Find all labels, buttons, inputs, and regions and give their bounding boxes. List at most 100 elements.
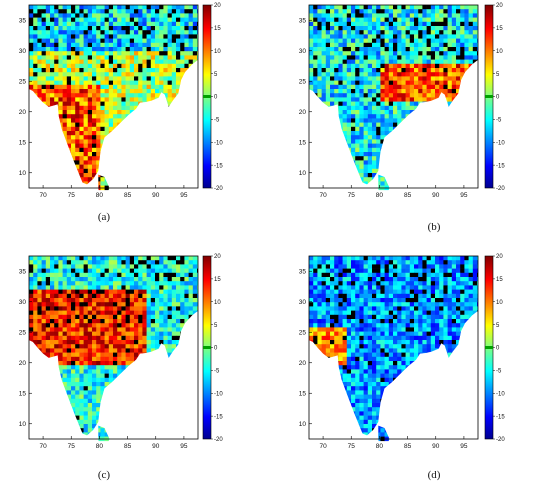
y-tick-label: 15 [19, 140, 27, 147]
y-tick-label: 15 [19, 391, 27, 398]
x-tick-label: 70 [39, 192, 47, 199]
y-tick-label: 10 [19, 421, 27, 428]
y-tick-label: 20 [299, 109, 307, 116]
x-tick-label: 95 [460, 192, 468, 199]
colorbar-tick-label: -10 [214, 140, 223, 146]
colorbar-tick-label: -10 [496, 140, 505, 146]
x-tick-label: 85 [404, 443, 412, 450]
x-tick-label: 80 [376, 192, 384, 199]
y-tick-label: 10 [299, 421, 307, 428]
x-tick-label: 80 [96, 192, 104, 199]
colorbar-tick-label: -15 [496, 163, 505, 169]
y-tick-label: 15 [299, 391, 307, 398]
x-tick-label: 70 [319, 192, 327, 199]
x-tick-label: 95 [460, 443, 468, 450]
colorbar-tick-label: 15 [496, 277, 503, 283]
y-tick-label: 20 [19, 109, 27, 116]
colorbar-tick-label: -15 [214, 414, 223, 420]
y-tick-label: 35 [299, 18, 307, 25]
colorbar-tick-label: 0 [214, 346, 218, 352]
map-panel-d: 70 75 80 85 90 95 35 30 25 20 15 10 20 15 10 5 0 -5 -10 -15… [299, 254, 506, 481]
colorbar-tick-label: 15 [214, 277, 221, 283]
colorbar-tick-label: 5 [496, 72, 500, 78]
colorbar-tick-label: 0 [496, 95, 500, 101]
colorbar-tick-label: 5 [496, 323, 500, 329]
y-tick-label: 20 [19, 360, 27, 367]
x-tick-label: 80 [96, 443, 104, 450]
y-tick-label: 30 [19, 299, 27, 306]
y-tick-label: 35 [19, 269, 27, 276]
x-tick-label: 70 [39, 443, 47, 450]
raster-field [309, 256, 482, 441]
y-tick-label: 20 [299, 360, 307, 367]
colorbar-tick-label: -10 [496, 391, 505, 397]
y-tick-label: 35 [299, 269, 307, 276]
map-panel-a: 70 75 80 85 90 95 35 30 25 20 15 10 20 15 10 5 0 -5 -10 -15… [19, 3, 224, 223]
colorbar-tick-label: -10 [214, 391, 223, 397]
x-tick-label: 75 [348, 192, 356, 199]
y-tick-label: 10 [299, 170, 307, 177]
colorbar-tick-label: 10 [496, 300, 503, 306]
colorbar-tick-label: 0 [496, 346, 500, 352]
colorbar-tick-label: 15 [214, 26, 221, 32]
x-tick-label: 85 [124, 443, 132, 450]
y-tick-label: 15 [299, 140, 307, 147]
panel-caption: (d) [428, 469, 441, 481]
colorbar-tick-label: 0 [214, 95, 218, 101]
panel-caption: (b) [428, 221, 441, 233]
raster-field [309, 5, 482, 190]
x-tick-label: 75 [68, 192, 76, 199]
y-tick-label: 30 [19, 48, 27, 55]
y-tick-label: 25 [299, 79, 307, 86]
x-tick-label: 90 [432, 443, 440, 450]
x-tick-label: 85 [124, 192, 132, 199]
x-tick-label: 85 [404, 192, 412, 199]
x-tick-label: 90 [152, 443, 160, 450]
panel-caption: (a) [98, 211, 111, 223]
colorbar-tick-label: -5 [496, 369, 502, 375]
colorbar-tick-label: 20 [496, 3, 503, 9]
x-tick-label: 70 [319, 443, 327, 450]
colorbar: 20 15 10 5 0 -5 -10 -15 -20 [485, 254, 505, 443]
x-tick-label: 80 [376, 443, 384, 450]
colorbar-tick-label: 10 [496, 49, 503, 55]
colorbar-tick-label: 10 [214, 300, 221, 306]
y-tick-label: 10 [19, 170, 27, 177]
colorbar-tick-label: 20 [496, 254, 503, 260]
colorbar-tick-label: 15 [496, 26, 503, 32]
x-tick-label: 95 [180, 443, 188, 450]
y-tick-label: 30 [299, 299, 307, 306]
raster-field [29, 256, 202, 441]
x-tick-label: 90 [432, 192, 440, 199]
y-tick-label: 25 [299, 330, 307, 337]
colorbar-tick-label: 10 [214, 49, 221, 55]
colorbar-tick-label: -20 [214, 186, 223, 192]
colorbar-tick-label: -15 [214, 163, 223, 169]
x-tick-label: 90 [152, 192, 160, 199]
raster-field [29, 5, 202, 190]
colorbar-tick-label: 5 [214, 323, 218, 329]
y-tick-label: 35 [19, 18, 27, 25]
colorbar: 20 15 10 5 0 -5 -10 -15 -20 [203, 3, 223, 192]
colorbar-tick-label: 5 [214, 72, 218, 78]
colorbar-tick-label: -5 [496, 118, 502, 124]
map-panel-b: 70 75 80 85 90 95 35 30 25 20 15 10 20 15 10 5 0 -5 -10 -15… [299, 3, 506, 233]
colorbar-tick-label: -15 [496, 414, 505, 420]
colorbar-tick-label: -5 [214, 118, 220, 124]
colorbar-tick-label: -20 [496, 437, 505, 443]
x-tick-label: 75 [348, 443, 356, 450]
y-tick-label: 30 [299, 48, 307, 55]
x-tick-label: 75 [68, 443, 76, 450]
colorbar: 20 15 10 5 0 -5 -10 -15 -20 [203, 254, 223, 443]
y-tick-label: 25 [19, 79, 27, 86]
colorbar-tick-label: 20 [214, 254, 221, 260]
colorbar-tick-label: -20 [214, 437, 223, 443]
map-panel-c: 70 75 80 85 90 95 35 30 25 20 15 10 20 15 10 5 0 -5 -10 -15… [19, 254, 224, 481]
colorbar-tick-label: -5 [214, 369, 220, 375]
x-tick-label: 95 [180, 192, 188, 199]
colorbar-tick-label: 20 [214, 3, 221, 9]
panel-caption: (c) [98, 469, 111, 481]
y-tick-label: 25 [19, 330, 27, 337]
